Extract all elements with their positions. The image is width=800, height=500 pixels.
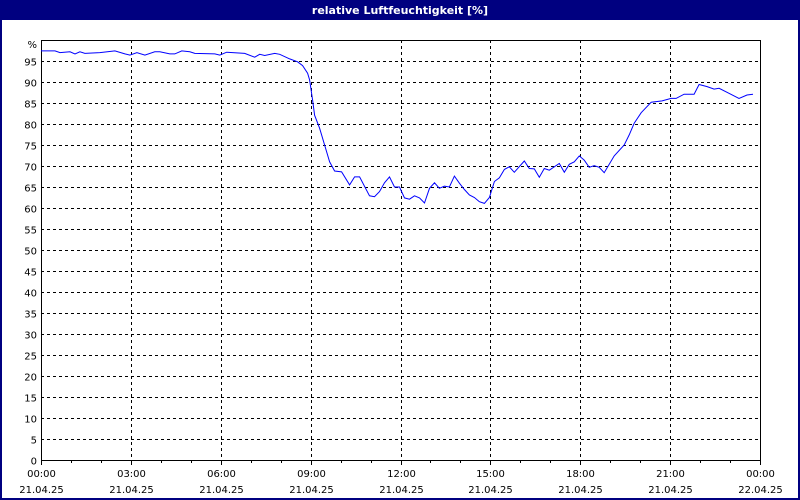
y-tick-label: 40: [24, 289, 37, 300]
y-tick-label: 0: [31, 457, 37, 468]
y-tick-label: 45: [24, 268, 37, 279]
x-tick-date: 21.04.25: [199, 485, 244, 496]
y-tick-label: 65: [24, 184, 37, 195]
y-tick-label: 35: [24, 310, 37, 321]
y-tick-label: 95: [24, 58, 37, 69]
x-tick-date: 21.04.25: [468, 485, 513, 496]
y-tick-label: 5: [31, 436, 37, 447]
y-tick-label: 25: [24, 352, 37, 363]
x-tick-date: 21.04.25: [289, 485, 334, 496]
axes: [41, 40, 761, 465]
x-tick-time: 09:00: [297, 469, 326, 480]
y-tick-label: 60: [24, 205, 37, 216]
x-tick-time: 06:00: [207, 469, 236, 480]
x-tick-time: 00:00: [746, 469, 775, 480]
x-tick-date: 21.04.25: [558, 485, 603, 496]
x-tick-date: 21.04.25: [109, 485, 154, 496]
tick-labels: 0 5 10 15 20 25 30 35 40 45 50 55 60 65 70 75 80 85 90 95% 0…: [19, 40, 783, 496]
y-tick-label: 10: [24, 415, 37, 426]
x-tick-date: 22.04.25: [738, 485, 783, 496]
y-tick-label: 15: [24, 394, 37, 405]
grid: [41, 40, 760, 460]
y-tick-label: 30: [24, 331, 37, 342]
x-tick-time: 00:00: [27, 469, 56, 480]
y-tick-label: 90: [24, 79, 37, 90]
x-tick-time: 15:00: [476, 469, 505, 480]
window-title: relative Luftfeuchtigkeit [%]: [2, 2, 798, 20]
y-tick-label: 50: [24, 247, 37, 258]
y-tick-label: 80: [24, 121, 37, 132]
x-tick-time: 12:00: [387, 469, 416, 480]
y-tick-label: 75: [24, 142, 37, 153]
x-tick-date: 21.04.25: [379, 485, 424, 496]
y-axis-unit: %: [27, 40, 37, 51]
y-tick-label: 70: [24, 163, 37, 174]
x-tick-date: 21.04.25: [19, 485, 64, 496]
x-tick-time: 18:00: [566, 469, 595, 480]
x-tick-time: 03:00: [117, 469, 146, 480]
y-tick-label: 55: [24, 226, 37, 237]
x-tick-date: 21.04.25: [648, 485, 693, 496]
x-tick-time: 21:00: [656, 469, 685, 480]
y-tick-label: 20: [24, 373, 37, 384]
series-line: [41, 50, 754, 204]
y-tick-label: 85: [24, 100, 37, 111]
